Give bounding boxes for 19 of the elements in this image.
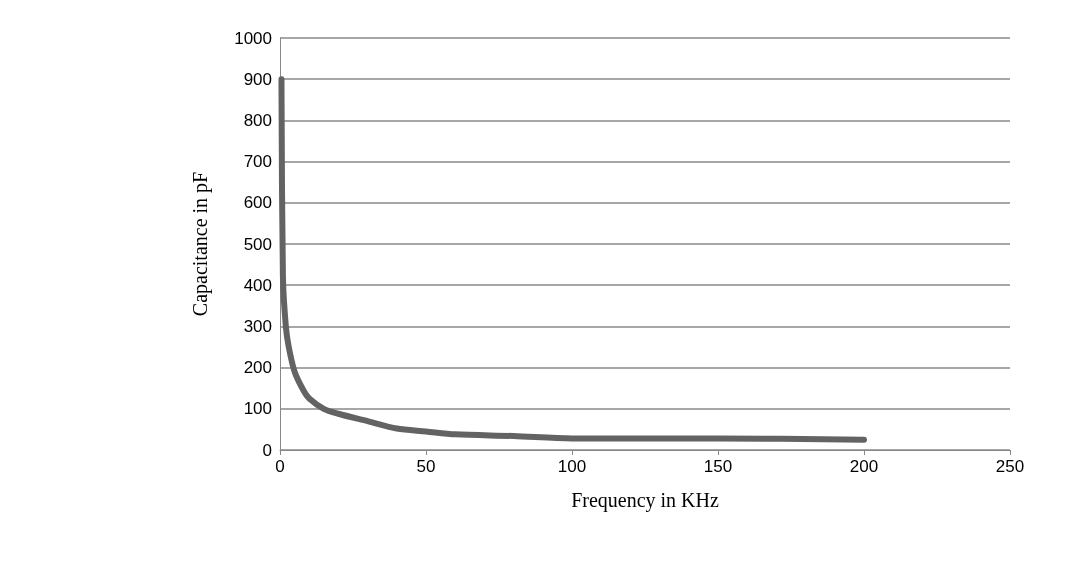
y-tick-label: 1000	[234, 28, 272, 48]
x-tick-label: 250	[995, 457, 1025, 476]
x-tick-label: 0	[275, 457, 285, 476]
y-tick-label: 200	[243, 358, 272, 378]
y-tick-label: 700	[243, 152, 272, 172]
x-tick-label: 100	[557, 457, 587, 476]
y-axis-title: Capacitance in pF	[189, 171, 212, 317]
y-tick-label: 100	[243, 399, 272, 419]
x-axis-title: Frequency in KHz	[571, 489, 719, 512]
x-tick-label: 150	[703, 457, 733, 476]
y-tick-label: 900	[243, 69, 272, 89]
x-tick-label: 200	[849, 457, 879, 476]
x-tick-label: 50	[416, 457, 436, 476]
y-tick-label: 400	[243, 275, 272, 295]
y-tick-label: 800	[243, 110, 272, 130]
y-tick-label: 300	[243, 316, 272, 336]
y-tick-label: 0	[262, 440, 272, 460]
y-tick-label: 500	[243, 234, 272, 254]
y-tick-label: 600	[243, 193, 272, 213]
